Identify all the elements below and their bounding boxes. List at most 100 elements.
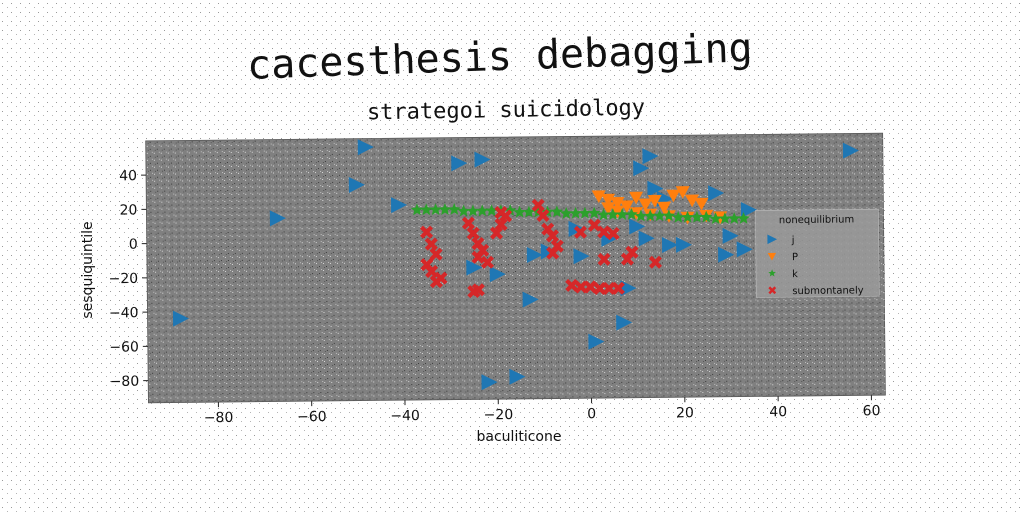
x-axis-ticks: −80 −60 −40 −20 0 20 40 60 [204,395,881,426]
point-j [357,139,374,156]
legend-box [755,208,880,298]
point-submontanely [429,247,443,261]
point-P [601,193,616,207]
point-submontanely [625,245,639,259]
point-k [476,204,489,217]
x-tick-label: −80 [204,410,234,426]
point-k [410,203,424,216]
legend-label-j: j [791,235,795,246]
legend-marker-P [767,252,777,261]
y-tick-label: −20 [108,271,138,287]
point-j [481,374,498,391]
point-k [448,203,461,215]
point-submontanely [461,216,475,230]
point-submontanely [545,229,560,243]
point-j [633,160,650,177]
point-P [619,200,634,214]
point-submontanely [606,227,620,241]
point-submontanely [531,198,545,212]
legend-marker-j [767,234,778,245]
point-k [457,204,470,217]
point-submontanely [597,225,611,239]
point-k [616,208,629,220]
point-j [269,210,286,227]
point-j [588,333,605,350]
point-k [466,204,480,217]
point-j [509,368,526,385]
point-k [504,204,517,216]
point-k [606,208,620,221]
legend-marker-submontanely [768,286,777,295]
point-submontanely [466,226,480,240]
point-P [657,201,672,215]
point-k [718,212,732,225]
legend-marker-k [768,269,776,277]
point-submontanely [499,209,513,223]
point-k [420,203,433,216]
point-P [694,197,709,211]
point-j [740,201,757,218]
x-tick-label: −20 [484,407,514,423]
point-submontanely [489,226,504,240]
point-j [842,142,859,159]
point-submontanely [546,246,560,260]
point-k [597,208,610,221]
point-k [681,210,694,223]
point-j [708,185,725,202]
y-tick-label: 20 [119,202,137,218]
point-j [616,314,633,331]
series-submontanely-group [419,198,662,299]
point-j [629,218,646,235]
point-submontanely [419,225,434,239]
legend: nonequilibrium jPk submontanely [755,208,880,298]
point-submontanely [429,275,443,289]
point-submontanely [471,250,485,264]
legend-entries: jPk submontanely [767,234,864,297]
point-j [638,230,655,247]
y-tick-label: −80 [110,374,140,390]
y-tick-label: −40 [109,305,139,321]
point-j [661,237,679,254]
point-j [474,151,491,168]
legend-label-k: k [792,269,798,280]
point-j [736,241,753,258]
x-tick-label: 0 [587,406,596,422]
point-k [560,207,573,219]
x-axis-label: baculiticone [477,429,562,445]
point-P [675,186,690,199]
y-axis-ticks: −80 −60 −40 −20 0 20 40 [108,168,149,390]
point-j [348,176,365,193]
y-tick-label: −60 [109,339,139,355]
point-k [550,205,564,218]
point-P [610,197,625,210]
point-P [666,189,681,203]
x-tick-label: −40 [390,408,420,424]
point-k [690,210,704,223]
x-tick-label: 40 [769,404,787,420]
legend-title: nonequilibrium [779,214,854,226]
point-submontanely [597,252,611,266]
point-j [451,155,468,172]
point-k [634,209,648,222]
y-tick-label: 0 [129,237,138,253]
legend-label-P: P [792,252,798,263]
point-P [685,194,700,208]
point-j [489,266,506,283]
point-submontanely [565,278,579,292]
point-submontanely [471,283,485,297]
point-k [438,203,452,215]
point-k [429,203,442,216]
point-j [522,291,539,308]
x-tick-label: 60 [863,403,881,419]
point-j [675,236,693,253]
point-j [573,248,590,265]
point-k [625,208,638,220]
point-submontanely [494,217,508,232]
point-k [513,205,526,218]
series-k-group [410,203,750,225]
point-submontanely [573,225,588,239]
point-P [610,205,625,219]
legend-label-submontanely: submontanely [792,285,864,297]
x-tick-label: 20 [676,405,694,421]
